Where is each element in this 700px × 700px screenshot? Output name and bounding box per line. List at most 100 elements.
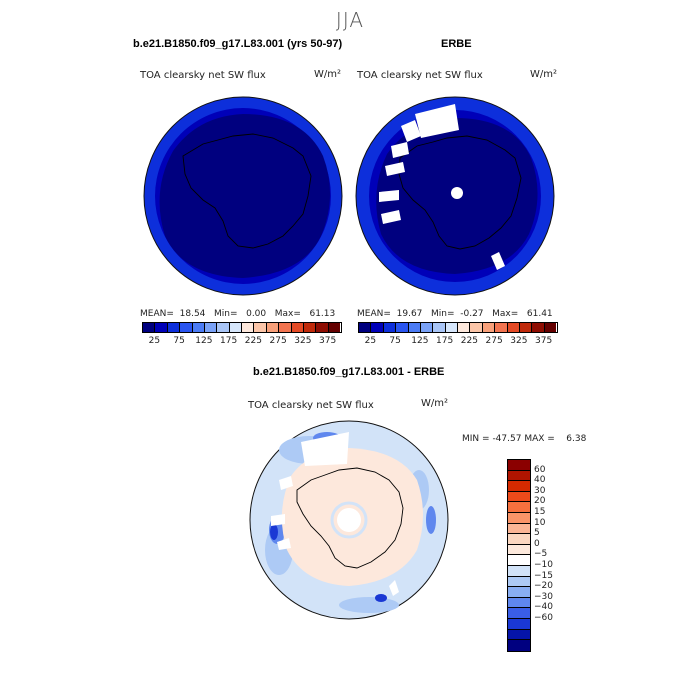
colorbar-swatch [229, 323, 242, 332]
colorbar-tick-label: 375 [535, 336, 553, 346]
colorbar-tick-label: −30 [534, 591, 553, 602]
colorbar-tick-label: −5 [534, 549, 548, 560]
colorbar-swatch [508, 544, 530, 556]
colorbar-swatch [508, 576, 530, 588]
colorbar-tick-label: 275 [269, 336, 287, 346]
colorbar-swatch [420, 323, 434, 332]
colorbar-swatch [167, 323, 181, 332]
colorbar-tick-label: 25 [148, 336, 161, 346]
colorbar-swatch [155, 323, 168, 332]
colorbar-tick-label: 325 [510, 336, 528, 346]
colorbar-swatch [508, 555, 530, 566]
colorbar-tick-label: −10 [534, 560, 553, 570]
diff-title: b.e21.B1850.f09_g17.L83.001 - ERBE [253, 366, 445, 378]
colorbar-swatch [532, 323, 545, 332]
model-stats: MEAN= 18.54 Min= 0.00 Max= 61.13 [140, 309, 336, 319]
colorbar-swatch [508, 491, 530, 503]
obs-colorbar-ticks: 25 75 125 175 225 275 325 375 [358, 336, 558, 346]
colorbar-swatch [328, 323, 340, 332]
colorbar-swatch [508, 640, 530, 651]
colorbar-swatch [433, 323, 446, 332]
colorbar-tick-label: 75 [389, 336, 401, 346]
diff-colorbar-labels: 60 40 30 20 15 10 5 0 −5 −10 −15 −20 −30 −40 −60 [534, 459, 574, 659]
colorbar-swatch [303, 323, 317, 332]
antarctica-coastline-diff [296, 467, 404, 569]
diff-stats: MIN = -47.57 MAX = 6.38 [462, 434, 587, 444]
colorbar-tick-label: 75 [173, 336, 185, 346]
colorbar-swatch [508, 618, 530, 630]
model-colorbar [142, 322, 342, 333]
colorbar-swatch [204, 323, 218, 332]
colorbar-tick-label: 175 [220, 336, 238, 346]
colorbar-tick-label: 30 [534, 485, 546, 496]
colorbar-tick-label: 10 [534, 517, 546, 528]
colorbar-swatch [266, 323, 280, 332]
colorbar-tick-label: 275 [485, 336, 503, 346]
colorbar-swatch [445, 323, 458, 332]
colorbar-swatch [519, 323, 533, 332]
colorbar-swatch [508, 523, 530, 535]
colorbar-tick-label: 5 [534, 528, 540, 539]
colorbar-swatch [279, 323, 292, 332]
colorbar-tick-label: −60 [534, 613, 553, 623]
colorbar-swatch [383, 323, 397, 332]
diff-units-label: W/m² [421, 398, 449, 409]
diff-missing-data-patches [271, 432, 399, 596]
colorbar-swatch [242, 323, 255, 332]
colorbar-swatch [458, 323, 471, 332]
colorbar-swatch [507, 323, 520, 332]
model-variable-label: TOA clearsky net SW flux [140, 70, 266, 81]
colorbar-swatch [482, 323, 496, 332]
colorbar-swatch [396, 323, 409, 332]
obs-units-label: W/m² [530, 69, 558, 80]
colorbar-tick-label: 125 [411, 336, 429, 346]
antarctica-coastline-obs [398, 135, 522, 250]
colorbar-tick-label: 125 [195, 336, 213, 346]
colorbar-tick-label: 325 [294, 336, 312, 346]
colorbar-swatch [371, 323, 384, 332]
colorbar-tick-label: 20 [534, 496, 546, 507]
colorbar-swatch [508, 534, 530, 545]
colorbar-swatch [508, 565, 530, 577]
colorbar-tick-label: 375 [319, 336, 337, 346]
colorbar-swatch [291, 323, 304, 332]
obs-polar-map [355, 96, 555, 296]
colorbar-swatch [508, 587, 530, 598]
colorbar-swatch [180, 323, 193, 332]
colorbar-swatch [254, 323, 267, 332]
colorbar-tick-label: 25 [364, 336, 377, 346]
model-units-label: W/m² [314, 69, 342, 80]
obs-title: ERBE [441, 38, 472, 50]
colorbar-swatch [408, 323, 421, 332]
model-colorbar-ticks: 25 75 125 175 225 275 325 375 [142, 336, 342, 346]
colorbar-tick-label: 0 [534, 538, 540, 549]
colorbar-swatch [508, 597, 530, 609]
colorbar-swatch [508, 629, 530, 641]
colorbar-swatch [544, 323, 556, 332]
model-polar-map [143, 96, 343, 296]
colorbar-swatch [508, 608, 530, 619]
colorbar-swatch [316, 323, 329, 332]
model-case-title: b.e21.B1850.f09_g17.L83.001 (yrs 50-97) [133, 38, 343, 50]
colorbar-swatch [508, 460, 530, 471]
obs-variable-label: TOA clearsky net SW flux [357, 70, 483, 81]
colorbar-tick-label: 40 [534, 475, 546, 486]
diff-colorbar [507, 459, 531, 652]
colorbar-tick-label: 175 [436, 336, 454, 346]
colorbar-tick-label: −40 [534, 602, 553, 613]
colorbar-swatch [495, 323, 508, 332]
colorbar-swatch [470, 323, 483, 332]
colorbar-swatch [508, 481, 530, 492]
colorbar-swatch [217, 323, 230, 332]
colorbar-tick-label: 15 [534, 507, 546, 517]
colorbar-swatch [143, 323, 156, 332]
colorbar-swatch [192, 323, 205, 332]
obs-stats: MEAN= 19.67 Min= -0.27 Max= 61.41 [357, 309, 553, 319]
colorbar-swatch [508, 512, 530, 524]
colorbar-tick-label: 225 [244, 336, 262, 346]
obs-colorbar [358, 322, 558, 333]
colorbar-tick-label: −20 [534, 581, 553, 592]
colorbar-tick-label: −15 [534, 570, 553, 581]
antarctica-coastline [182, 133, 312, 249]
colorbar-swatch [508, 470, 530, 482]
